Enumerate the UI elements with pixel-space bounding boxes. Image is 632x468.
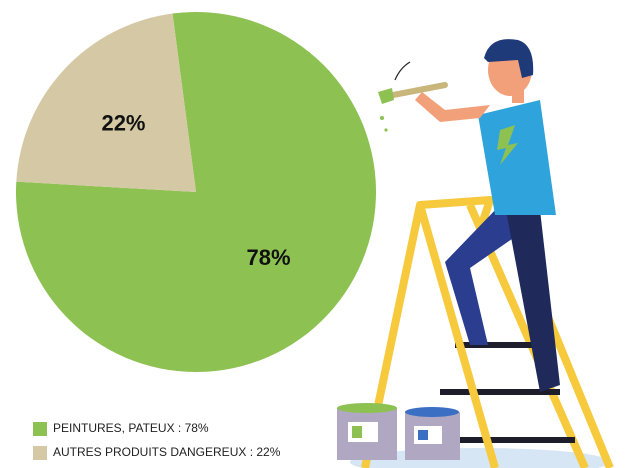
legend-label: PEINTURES, PATEUX : 78% [53,421,209,435]
legend-swatch [33,422,47,436]
pie-slice [16,11,377,372]
legend-swatch [33,446,47,460]
data-label: 22% [101,110,145,135]
data-label: 78% [246,245,290,270]
pie-slice [16,13,196,193]
legend-label: AUTRES PRODUITS DANGEREUX : 22% [53,445,281,459]
illustration [337,39,614,468]
